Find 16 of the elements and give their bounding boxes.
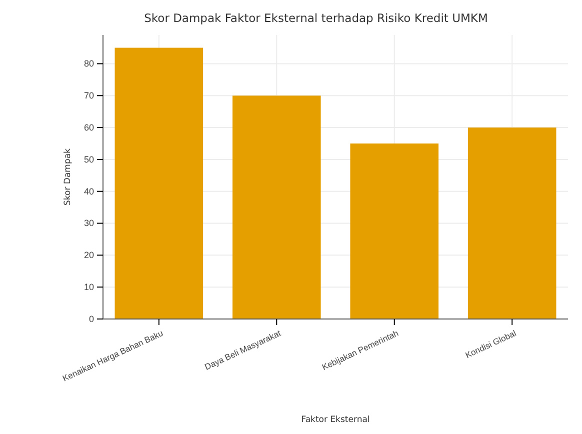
y-tick-label: 70: [84, 90, 94, 101]
y-tick-label: 30: [84, 218, 94, 228]
bar: [468, 128, 556, 319]
chart-title: Skor Dampak Faktor Eksternal terhadap Risiko Kredit UMKM: [144, 11, 488, 25]
y-axis-title: Skor Dampak: [63, 148, 73, 206]
y-tick-label: 20: [84, 250, 94, 260]
y-tick-label: 50: [84, 154, 94, 164]
y-tick-label: 10: [84, 282, 94, 292]
bar: [350, 143, 439, 319]
bar: [114, 48, 204, 319]
y-tick-label: 80: [84, 58, 94, 69]
y-tick-label: 0: [88, 314, 94, 324]
bar: [232, 96, 321, 319]
y-tick-label: 60: [84, 122, 94, 132]
x-axis-title: Faktor Eksternal: [301, 415, 370, 425]
y-tick-label: 40: [84, 186, 94, 196]
